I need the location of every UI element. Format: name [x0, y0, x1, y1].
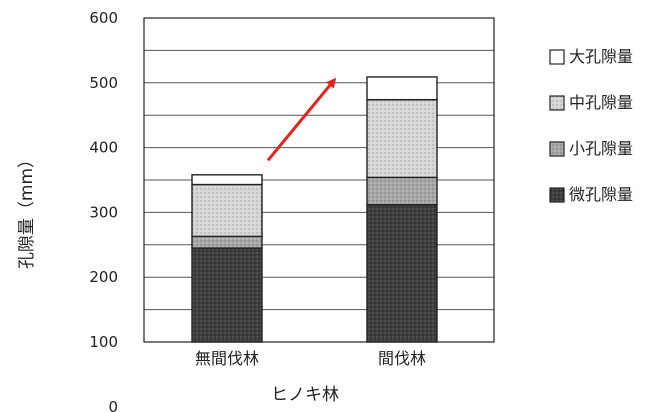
y-tick-label-0: 0 — [108, 398, 118, 412]
bar-segment-1-2 — [366, 98, 438, 179]
y-axis-ticks: 600 500 400 300 200 100 — [89, 9, 118, 351]
y-tick-label: 400 — [89, 139, 118, 157]
y-tick-label: 500 — [89, 74, 118, 92]
x-axis-label: ヒノキ林 — [271, 385, 339, 405]
legend-label: 微孔隙量 — [569, 185, 633, 204]
bar-segment-1-0 — [366, 203, 438, 343]
y-tick-label: 300 — [89, 203, 118, 221]
legend-label: 中孔隙量 — [569, 93, 633, 112]
legend-swatch — [549, 95, 565, 111]
red-arrow — [266, 77, 337, 162]
legend-swatch — [549, 187, 565, 203]
y-tick-label: 200 — [89, 268, 118, 286]
bar-segment-0-1 — [191, 235, 263, 249]
legend-swatch — [549, 141, 565, 157]
legend-label: 大孔隙量 — [569, 47, 633, 66]
plot-frame — [143, 17, 495, 343]
legend-label: 小孔隙量 — [569, 139, 633, 158]
bar-segment-0-0 — [191, 247, 263, 343]
bars — [191, 76, 438, 343]
bar-segment-1-1 — [366, 176, 438, 206]
bar-segment-1-3 — [366, 76, 438, 101]
y-tick-label: 100 — [89, 333, 118, 351]
x-axis-categories: 無間伐林 間伐林 — [195, 349, 426, 368]
annotation — [266, 77, 337, 162]
y-axis-label: 孔隙量（mm） — [17, 151, 37, 269]
x-category-label: 無間伐林 — [195, 349, 259, 368]
x-category-label: 間伐林 — [378, 349, 426, 368]
bar-segment-0-2 — [191, 183, 263, 238]
y-tick-label: 600 — [89, 9, 118, 27]
bar-segment-0-3 — [191, 174, 263, 186]
legend-swatch — [549, 49, 565, 65]
